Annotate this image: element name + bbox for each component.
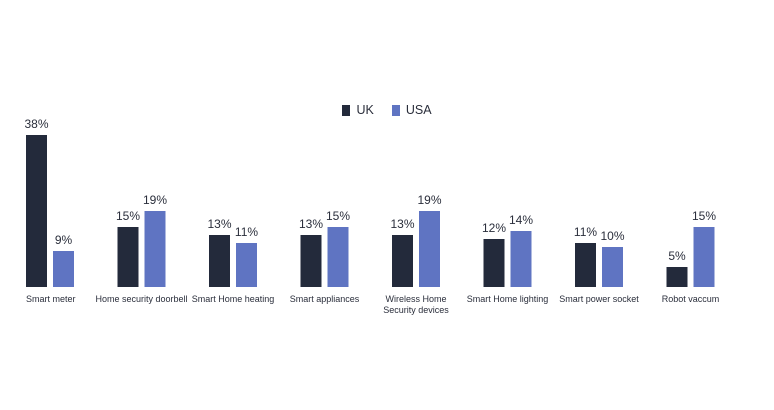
data-label-usa-7: 15% <box>692 209 716 223</box>
data-label-usa-3: 15% <box>326 209 350 223</box>
data-label-usa-4: 19% <box>417 193 441 207</box>
data-label-usa-2: 11% <box>235 225 258 239</box>
bar-usa-4 <box>419 211 440 287</box>
category-label-7: Robot vaccum <box>662 294 720 304</box>
category-label-2: Smart Home heating <box>192 294 275 304</box>
data-label-uk-3: 13% <box>299 217 323 231</box>
category-label-5: Smart Home lighting <box>467 294 549 304</box>
bar-uk-7 <box>666 267 688 287</box>
bar-usa-7 <box>693 227 715 287</box>
legend: UK USA <box>0 103 774 117</box>
bar-usa-1 <box>144 211 166 287</box>
data-label-uk-6: 11% <box>574 225 597 239</box>
bar-uk-6 <box>575 243 596 287</box>
data-label-uk-4: 13% <box>390 217 414 231</box>
bar-usa-6 <box>602 247 623 287</box>
bar-uk-3 <box>300 235 322 287</box>
legend-label-uk: UK <box>356 103 374 117</box>
category-label-3: Smart appliances <box>290 294 360 304</box>
legend-label-usa: USA <box>405 103 432 117</box>
data-label-uk-0: 38% <box>24 117 48 131</box>
bar-usa-5 <box>510 231 532 287</box>
data-label-uk-2: 13% <box>207 217 231 231</box>
legend-item-usa: USA <box>391 103 432 117</box>
legend-swatch-usa <box>391 104 400 116</box>
bar-usa-0 <box>53 251 74 287</box>
data-label-uk-7: 5% <box>668 249 686 263</box>
category-label-6: Smart power socket <box>559 294 639 304</box>
category-label-1: Home security doorbell <box>95 294 187 304</box>
bar-usa-3 <box>327 227 349 287</box>
bar-uk-5 <box>483 239 505 287</box>
category-label-0: Smart meter <box>26 294 76 304</box>
data-label-usa-6: 10% <box>600 229 624 243</box>
bar-uk-0 <box>26 135 47 287</box>
legend-item-uk: UK <box>342 103 374 117</box>
data-label-usa-0: 9% <box>55 233 73 247</box>
legend-swatch-uk <box>342 104 351 116</box>
bar-uk-4 <box>392 235 413 287</box>
data-label-usa-1: 19% <box>143 193 167 207</box>
data-label-uk-5: 12% <box>482 221 506 235</box>
data-label-usa-5: 14% <box>509 213 533 227</box>
bar-usa-2 <box>236 243 257 287</box>
data-label-uk-1: 15% <box>116 209 140 223</box>
category-label-4: Wireless Home Security devices <box>383 294 449 315</box>
bar-uk-2 <box>209 235 230 287</box>
bar-uk-1 <box>117 227 139 287</box>
